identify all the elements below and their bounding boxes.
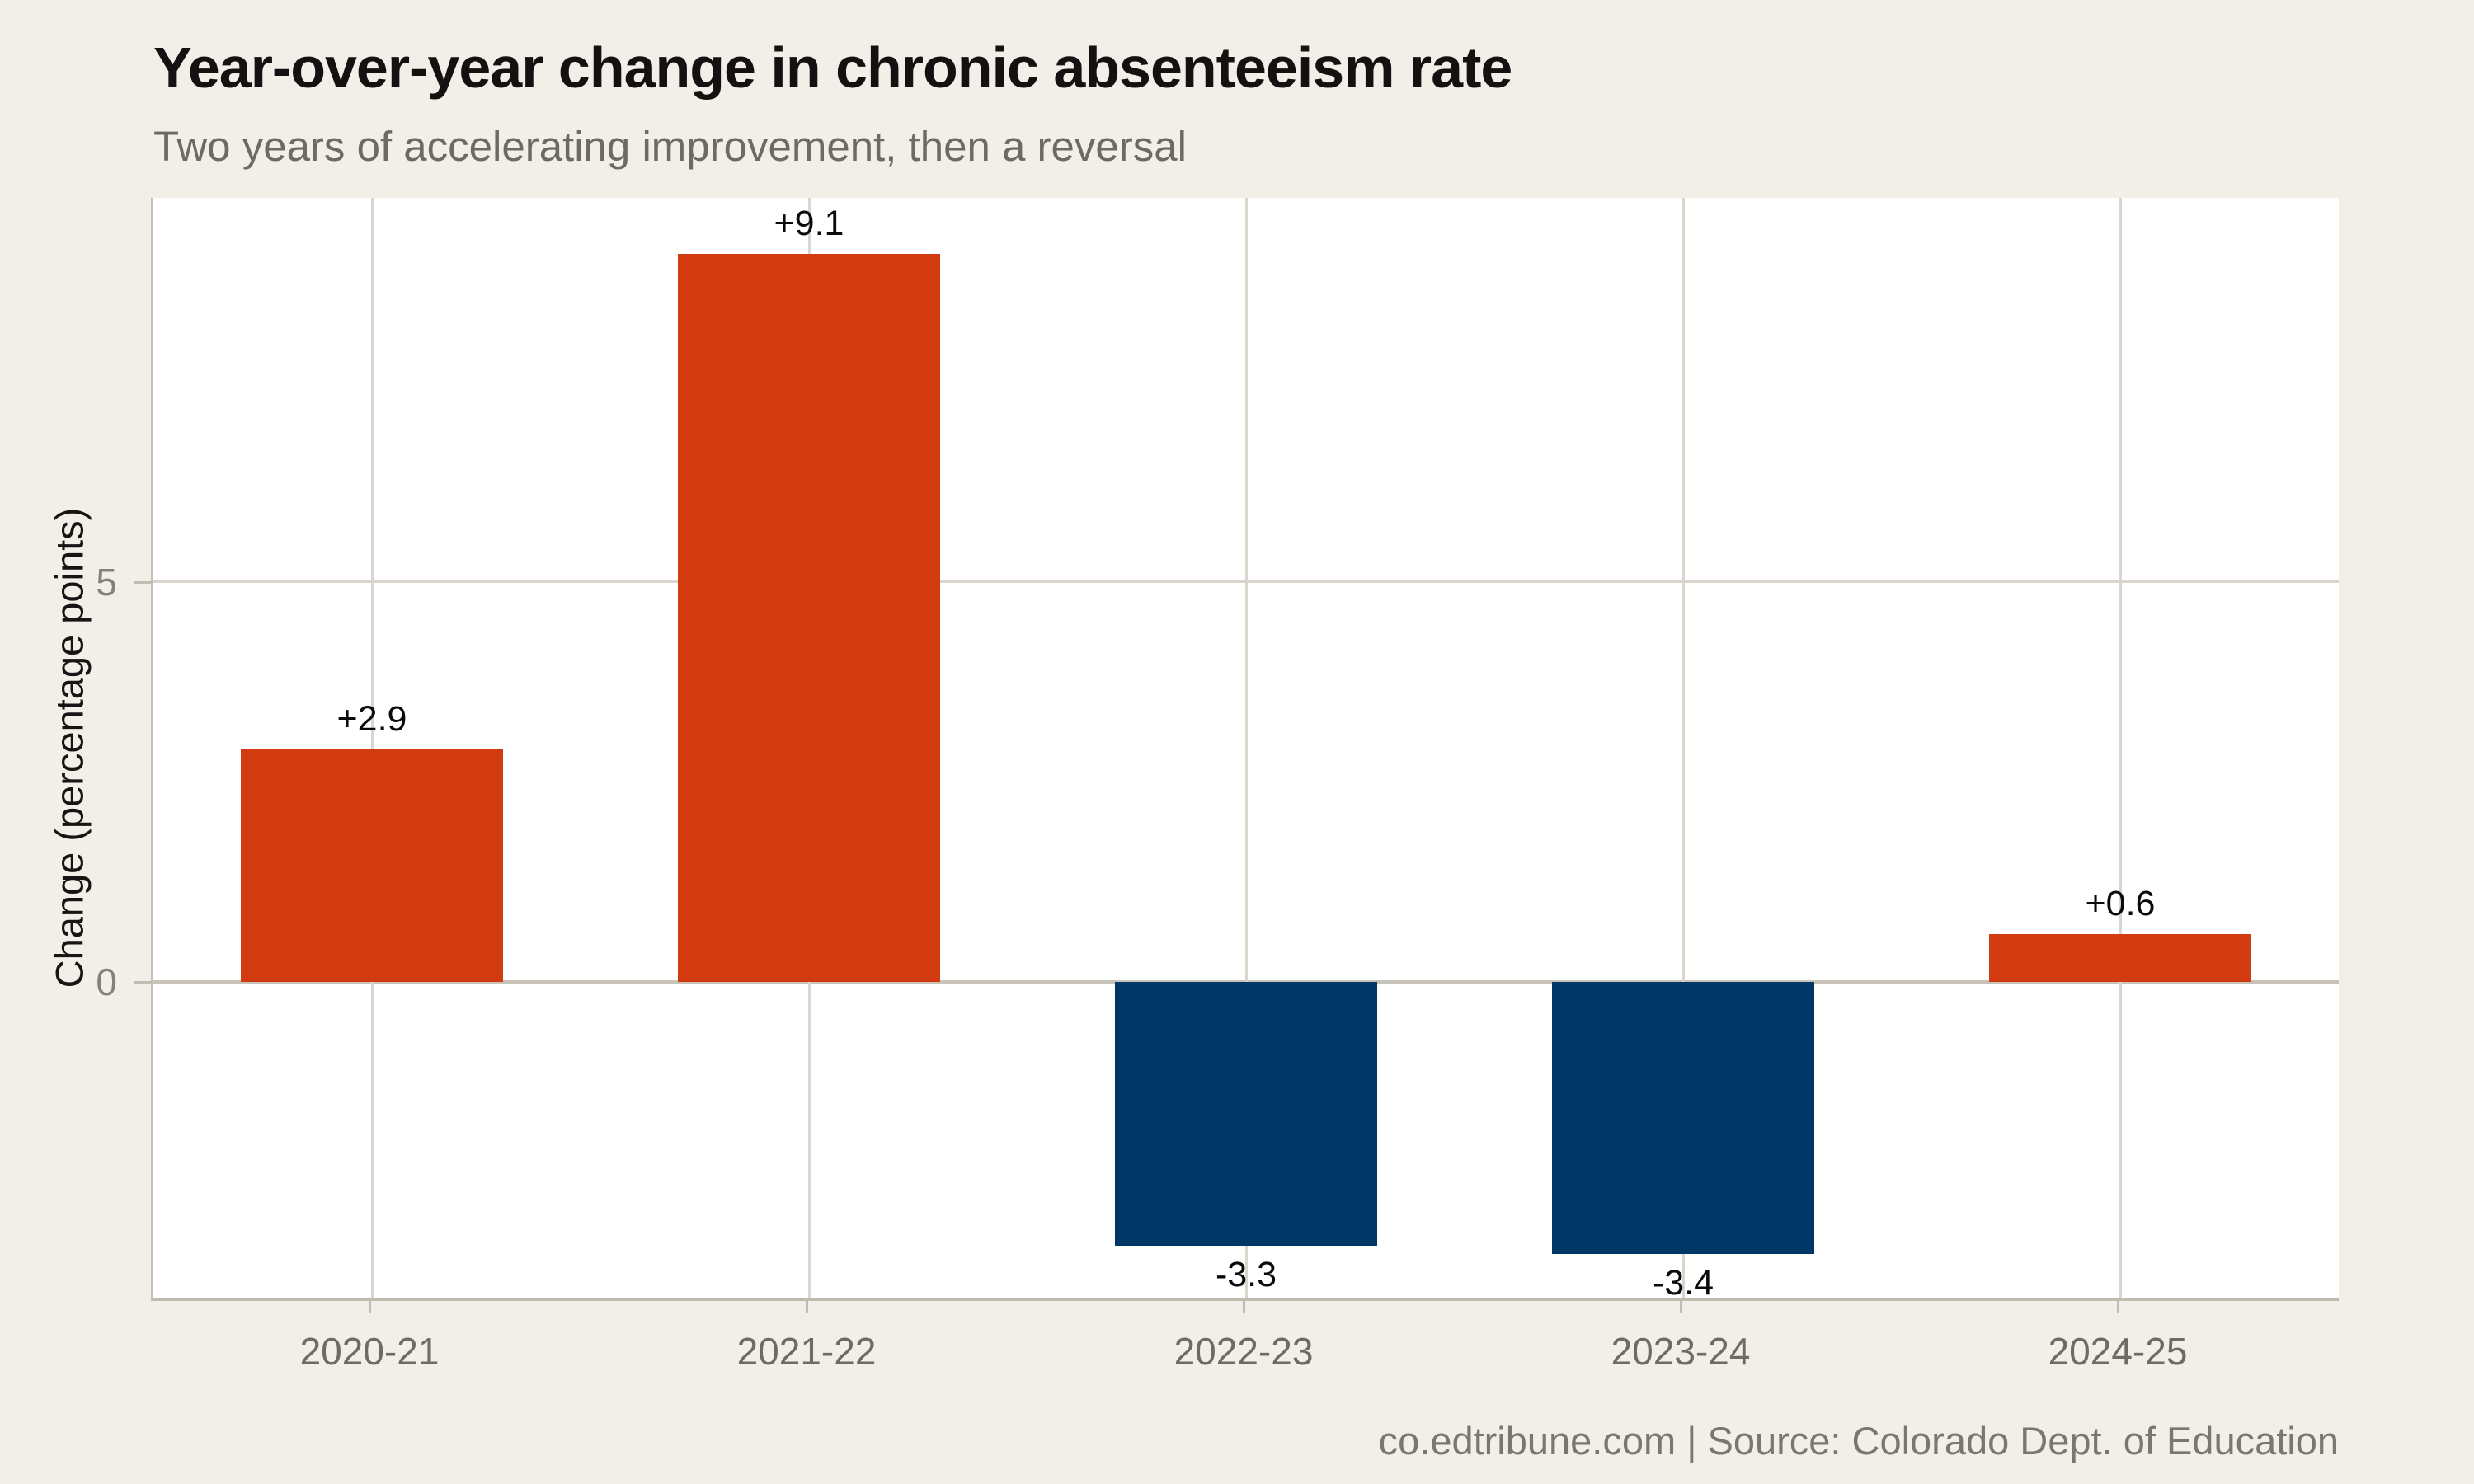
x-tick-mark-2024-25 (2116, 1301, 2119, 1313)
bar-value-label-2022-23: -3.3 (1215, 1254, 1277, 1294)
bar-2022-23 (1115, 981, 1377, 1246)
x-tick-label-2024-25: 2024-25 (2048, 1330, 2188, 1373)
gridline-x-2022-23 (1244, 198, 1248, 1298)
chart-subtitle: Two years of accelerating improvement, t… (153, 123, 1187, 170)
bar-value-label-2024-25: +0.6 (2085, 883, 2156, 923)
x-tick-mark-2020-21 (368, 1301, 371, 1313)
bar-value-label-2023-24: -3.4 (1652, 1262, 1714, 1303)
source-credit: co.edtribune.com | Source: Colorado Dept… (1378, 1419, 2339, 1463)
gridline-x-2023-24 (1681, 198, 1685, 1298)
x-tick-mark-2022-23 (1242, 1301, 1245, 1313)
x-tick-mark-2021-22 (805, 1301, 808, 1313)
bar-2024-25 (1989, 933, 2251, 982)
gridline-x-2020-21 (370, 198, 374, 1298)
x-tick-mark-2023-24 (1679, 1301, 1682, 1313)
bar-value-label-2020-21: +2.9 (336, 699, 407, 740)
x-tick-label-2022-23: 2022-23 (1174, 1330, 1314, 1373)
plot-panel: +2.9 +9.1 -3.3 -3.4 +0.6 (151, 198, 2339, 1303)
bar-2023-24 (1552, 981, 1814, 1254)
bar-value-label-2021-22: +9.1 (774, 203, 844, 243)
y-tick-mark-0 (134, 980, 151, 984)
y-tick-label-0: 0 (96, 960, 117, 1003)
bar-2021-22 (678, 253, 940, 982)
x-tick-label-2021-22: 2021-22 (736, 1330, 877, 1373)
gridline-x-2024-25 (2119, 198, 2122, 1298)
y-tick-mark-5 (134, 580, 151, 584)
x-tick-label-2023-24: 2023-24 (1611, 1330, 1751, 1373)
bar-2020-21 (241, 749, 503, 982)
y-tick-label-5: 5 (96, 560, 117, 603)
x-tick-label-2020-21: 2020-21 (299, 1330, 440, 1373)
chart-title: Year-over-year change in chronic absente… (153, 35, 1512, 100)
